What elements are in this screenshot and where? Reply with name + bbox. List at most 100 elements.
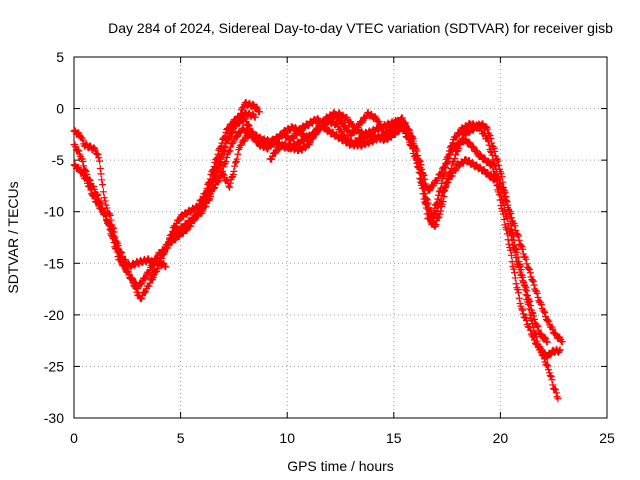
data-point	[410, 140, 418, 148]
data-point	[94, 150, 102, 158]
data-point	[245, 122, 253, 130]
data-point	[308, 135, 316, 143]
data-point	[496, 183, 504, 191]
data-point	[329, 109, 337, 117]
data-point	[435, 213, 443, 221]
data-point	[222, 139, 230, 147]
data-point	[483, 168, 491, 176]
data-point	[275, 145, 283, 153]
data-point	[523, 317, 531, 325]
data-point	[508, 214, 516, 222]
data-point	[543, 361, 551, 369]
data-point	[179, 230, 187, 238]
data-point	[387, 128, 395, 136]
data-point	[237, 141, 245, 149]
chart-title: Day 284 of 2024, Sidereal Day-to-day VTE…	[108, 20, 613, 36]
data-point	[162, 263, 170, 271]
data-point	[515, 263, 523, 271]
data-point	[199, 202, 207, 210]
data-point	[498, 196, 506, 204]
data-point	[153, 265, 161, 273]
data-point	[278, 131, 286, 139]
data-point	[337, 127, 345, 135]
plot-frame	[73, 56, 608, 419]
data-point	[159, 251, 167, 259]
data-point	[541, 308, 549, 316]
data-point	[412, 147, 420, 155]
data-point	[376, 120, 384, 128]
data-point	[420, 184, 428, 192]
data-point	[443, 158, 451, 166]
data-point	[99, 188, 107, 196]
data-point	[223, 154, 231, 162]
y-tick-label: 0	[56, 101, 64, 117]
data-point	[233, 119, 241, 127]
data-point	[160, 249, 168, 257]
data-point	[519, 306, 527, 314]
data-point	[83, 176, 91, 184]
data-point	[314, 114, 322, 122]
data-point	[183, 211, 191, 219]
data-point	[100, 194, 108, 202]
data-point	[452, 165, 460, 173]
data-point	[525, 265, 533, 273]
data-point	[87, 186, 95, 194]
data-point	[132, 278, 140, 286]
data-point	[378, 124, 386, 132]
series-track-5	[266, 108, 566, 346]
data-point	[491, 171, 499, 179]
data-point	[149, 272, 157, 280]
data-point	[430, 181, 438, 189]
data-point	[82, 174, 90, 182]
data-point	[437, 196, 445, 204]
data-point	[413, 152, 421, 160]
data-point	[522, 255, 530, 263]
data-point	[533, 340, 541, 348]
data-point	[541, 333, 549, 341]
data-point	[206, 185, 214, 193]
x-axis-label: GPS time / hours	[287, 458, 394, 474]
data-point	[103, 216, 111, 224]
data-point	[201, 195, 209, 203]
data-point	[530, 281, 538, 289]
data-point	[437, 184, 445, 192]
data-point	[473, 121, 481, 129]
data-point	[489, 163, 497, 171]
data-point	[534, 294, 542, 302]
data-point	[492, 173, 500, 181]
data-point	[525, 264, 533, 272]
data-point	[311, 130, 319, 138]
data-point	[508, 236, 516, 244]
data-point	[468, 143, 476, 151]
data-point	[106, 226, 114, 234]
data-point	[529, 276, 537, 284]
data-point	[546, 372, 554, 380]
data-point	[473, 148, 481, 156]
data-point	[141, 275, 149, 283]
data-point	[75, 147, 83, 155]
data-point	[104, 220, 112, 228]
data-point	[101, 197, 109, 205]
series-track-4	[209, 114, 564, 362]
data-point	[441, 183, 449, 191]
data-point	[194, 210, 202, 218]
data-point	[466, 139, 474, 147]
data-point	[202, 194, 210, 202]
data-point	[511, 274, 519, 282]
data-point	[511, 248, 519, 256]
x-tick-label: 10	[279, 430, 295, 446]
data-point	[517, 241, 525, 249]
data-point	[116, 255, 124, 263]
data-point	[175, 217, 183, 225]
data-point	[522, 284, 530, 292]
data-point	[291, 123, 299, 131]
x-tick-label: 5	[177, 430, 185, 446]
data-point	[504, 220, 512, 228]
data-point	[156, 258, 164, 266]
data-point	[526, 269, 534, 277]
data-point	[484, 137, 492, 145]
data-point	[481, 154, 489, 162]
data-point	[109, 235, 117, 243]
data-point	[190, 217, 198, 225]
data-point	[271, 150, 279, 158]
